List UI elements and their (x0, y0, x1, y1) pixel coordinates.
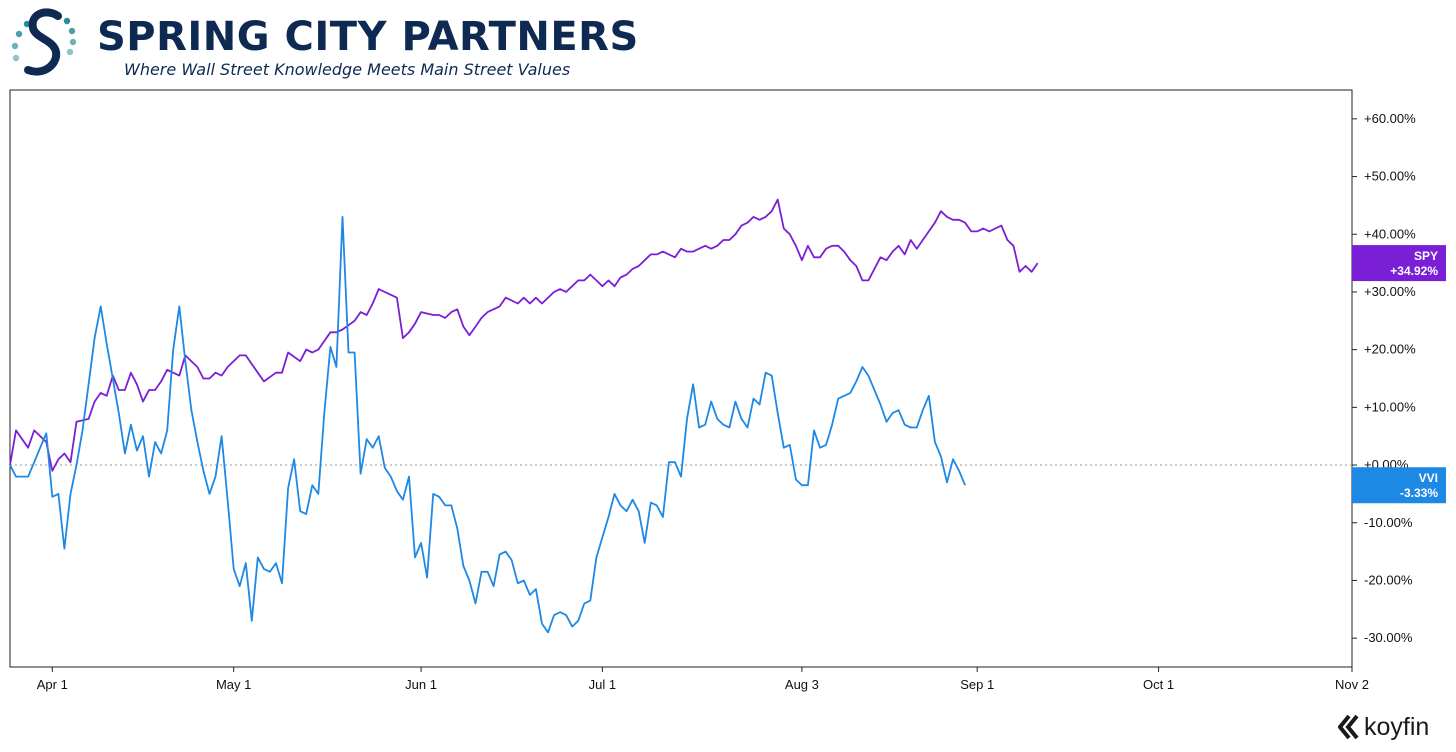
series-badge-value: +34.92% (1390, 264, 1438, 278)
koyfin-wordmark: koyfin (1364, 712, 1430, 741)
series-badge-vvi (1352, 467, 1446, 504)
x-tick-label: May 1 (216, 677, 251, 692)
y-tick-label: +10.00% (1364, 399, 1416, 414)
y-tick-label: -20.00% (1364, 572, 1413, 587)
brand-name: SPRING CITY PARTNERS (97, 14, 639, 60)
y-tick-label: -10.00% (1364, 515, 1413, 530)
y-tick-label: +40.00% (1364, 226, 1416, 241)
y-tick-label: -30.00% (1364, 630, 1413, 645)
brand-tagline: Where Wall Street Knowledge Meets Main S… (124, 60, 571, 79)
series-line-spy (9, 198, 1039, 472)
x-tick-label: Oct 1 (1143, 677, 1174, 692)
x-tick-label: Nov 2 (1335, 677, 1369, 692)
y-tick-label: +60.00% (1364, 111, 1416, 126)
y-tick-label: +20.00% (1364, 342, 1416, 357)
koyfin-watermark: koyfin (1338, 712, 1429, 742)
series-badge-spy (1352, 245, 1446, 282)
y-tick-label: +30.00% (1364, 284, 1416, 299)
y-tick-label: +50.00% (1364, 169, 1416, 184)
series-badge-name: VVI (1419, 471, 1438, 485)
series-line-vvi (9, 216, 966, 634)
series-badge-value: -3.33% (1400, 486, 1438, 500)
x-tick-label: Jun 1 (405, 677, 437, 692)
x-tick-label: Jul 1 (589, 677, 616, 692)
spring-city-logo-icon (11, 8, 77, 76)
koyfin-logo-icon (1338, 714, 1359, 740)
series-badge-name: SPY (1414, 249, 1438, 263)
brand-header: SPRING CITY PARTNERS Where Wall Street K… (0, 0, 700, 86)
x-tick-label: Sep 1 (960, 677, 994, 692)
x-tick-label: Apr 1 (37, 677, 68, 692)
plot-frame (9, 89, 1353, 668)
x-tick-label: Aug 3 (785, 677, 819, 692)
